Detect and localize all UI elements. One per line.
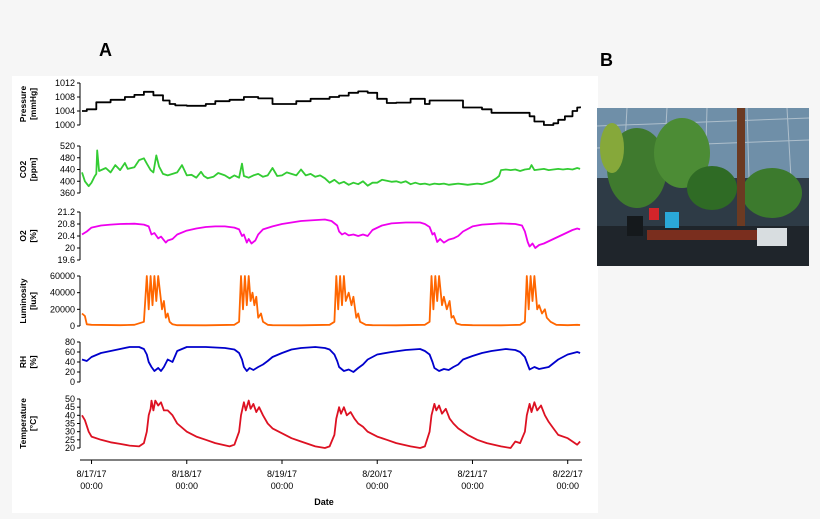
- panel-label-b: B: [600, 50, 613, 70]
- o2-axis-title-line: O2: [18, 230, 28, 242]
- co2-y-tick-label: 480: [60, 153, 75, 163]
- rh-axis-title: RH[%]: [18, 355, 38, 368]
- rh-y-tick-label: 80: [65, 337, 75, 347]
- rh-y-tick-label: 0: [70, 377, 75, 387]
- temperature-y-tick-label: 25: [65, 435, 75, 445]
- co2-axis-title: CO2[ppm]: [18, 158, 38, 182]
- x-tick-label: 8/21/17: [457, 469, 487, 479]
- o2-axis-title: O2[%]: [18, 229, 38, 242]
- co2-axis-title-line: CO2: [18, 160, 28, 178]
- rh-y-tick-label: 40: [65, 357, 75, 367]
- o2-axis-title-line: [%]: [28, 229, 38, 242]
- co2-series-line: [81, 149, 581, 188]
- temperature-y-tick-label: 50: [65, 394, 75, 404]
- temperature-y-tick-label: 45: [65, 402, 75, 412]
- co2-y-tick-label: 400: [60, 176, 75, 186]
- temperature-y-tick-label: 20: [65, 443, 75, 453]
- luminosity-axis-title: Luminosity[lux]: [18, 278, 38, 324]
- co2-y-tick-label: 440: [60, 165, 75, 175]
- rh-axis-title-line: [%]: [28, 355, 38, 368]
- luminosity-y-tick-label: 40000: [50, 288, 75, 298]
- temperature-y-tick-label: 40: [65, 410, 75, 420]
- o2-y-tick-label: 20.8: [57, 219, 75, 229]
- x-tick-label: 8/17/17: [77, 469, 107, 479]
- rh-series-line: [81, 346, 581, 373]
- x-tick-label-time: 00:00: [461, 481, 484, 491]
- temperature-y-tick-label: 35: [65, 419, 75, 429]
- pressure-y-tick-label: 1012: [55, 78, 75, 88]
- rh-axis-title-line: RH: [18, 356, 28, 368]
- o2-y-tick-label: 20: [65, 243, 75, 253]
- x-tick-label: 8/18/17: [172, 469, 202, 479]
- pressure-y-tick-label: 1004: [55, 106, 75, 116]
- environment-chart-panel: 1000 1004 1008 1012 Pressure[mmHg] 360 400 440 4…: [12, 76, 598, 513]
- luminosity-axis-title-line: Luminosity: [18, 278, 28, 324]
- o2-y-tick-label: 21.2: [57, 207, 75, 217]
- co2-axis-title-line: [ppm]: [28, 158, 38, 182]
- temperature-axis-title-line: [°C]: [28, 416, 38, 431]
- x-tick-label: 8/19/17: [267, 469, 297, 479]
- x-tick-label-time: 00:00: [271, 481, 294, 491]
- pressure-axis-title: Pressure[mmHg]: [18, 86, 38, 123]
- co2-y-tick-label: 360: [60, 188, 75, 198]
- x-tick-label-time: 00:00: [556, 481, 579, 491]
- luminosity-series-line: [81, 275, 581, 327]
- o2-series-line: [81, 218, 581, 249]
- luminosity-y-tick-label: 60000: [50, 271, 75, 281]
- pressure-axis-title-line: Pressure: [18, 86, 28, 123]
- pressure-y-tick-label: 1000: [55, 120, 75, 130]
- luminosity-axis-title-line: [lux]: [28, 292, 38, 310]
- pressure-y-tick-label: 1008: [55, 92, 75, 102]
- x-tick-label: 8/20/17: [362, 469, 392, 479]
- environment-chart: 1000100410081012Pressure[mmHg]3604004404…: [18, 78, 583, 507]
- temperature-series-line: [81, 399, 581, 449]
- x-axis-title: Date: [314, 497, 334, 507]
- temperature-y-tick-label: 30: [65, 427, 75, 437]
- rh-y-tick-label: 20: [65, 367, 75, 377]
- luminosity-y-tick-label: 20000: [50, 304, 75, 314]
- x-tick-label-time: 00:00: [366, 481, 389, 491]
- x-tick-label-time: 00:00: [175, 481, 198, 491]
- pressure-axis-title-line: [mmHg]: [28, 88, 38, 120]
- panel-label-a: A: [99, 40, 112, 60]
- temperature-axis-title-line: Temperature: [18, 398, 28, 449]
- co2-y-tick-label: 520: [60, 141, 75, 151]
- o2-y-tick-label: 19.6: [57, 255, 75, 265]
- x-tick-label: 8/22/17: [553, 469, 583, 479]
- pressure-series-line: [82, 90, 581, 126]
- greenhouse-photo: [597, 108, 809, 266]
- temperature-axis-title: Temperature[°C]: [18, 398, 38, 449]
- rh-y-tick-label: 60: [65, 347, 75, 357]
- x-tick-label-time: 00:00: [80, 481, 103, 491]
- luminosity-y-tick-label: 0: [70, 321, 75, 331]
- o2-y-tick-label: 20.4: [57, 231, 75, 241]
